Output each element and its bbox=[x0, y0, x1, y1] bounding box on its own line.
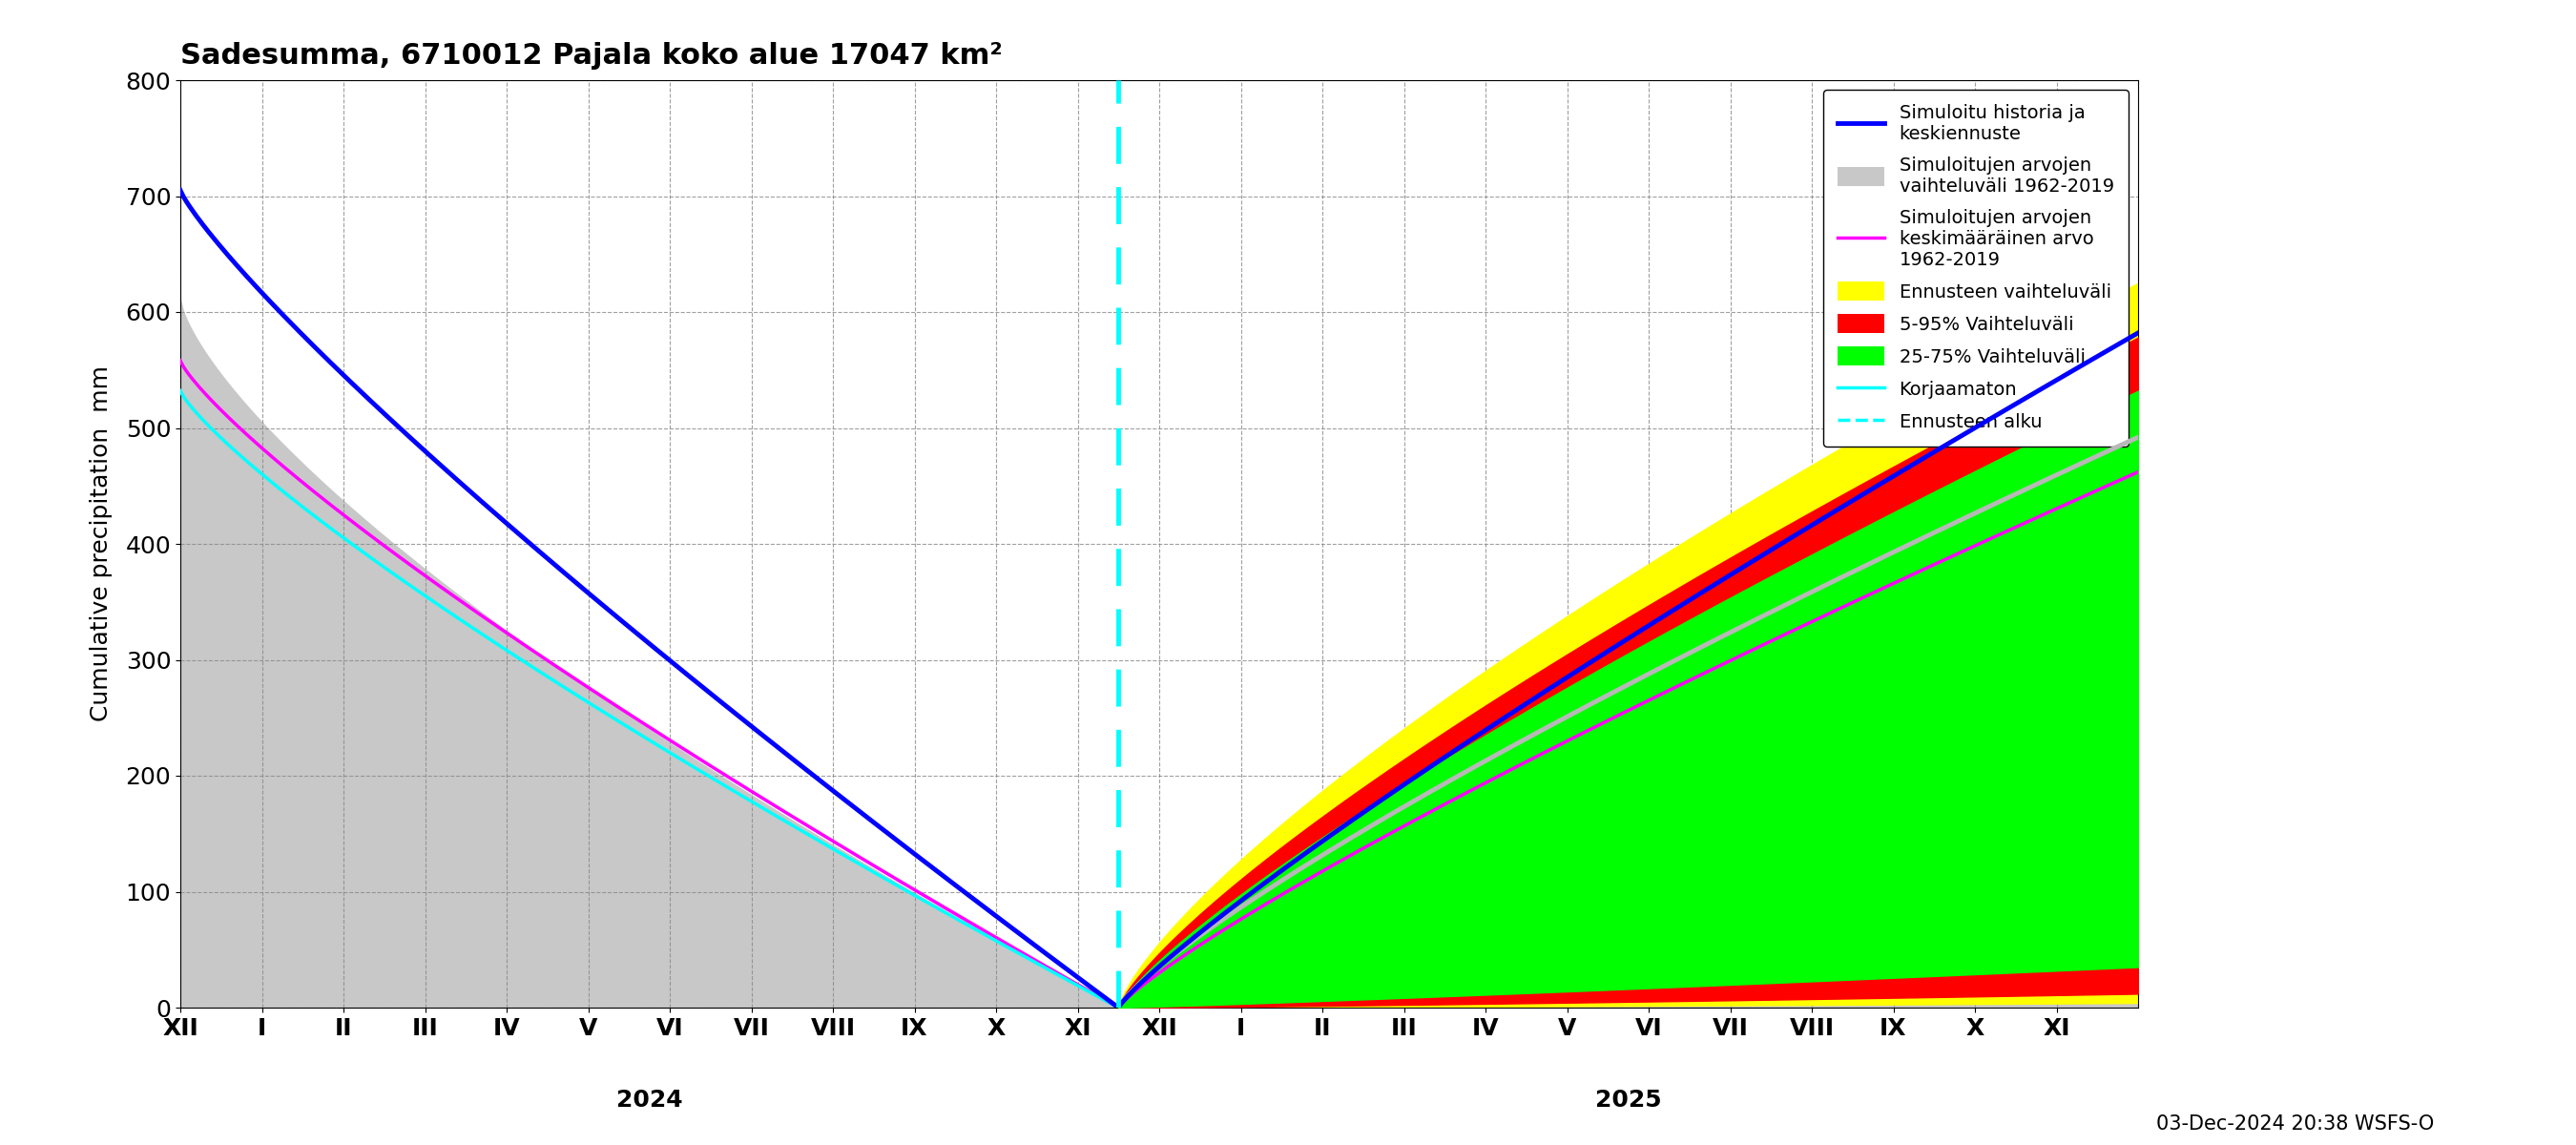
Y-axis label: Cumulative precipitation  mm: Cumulative precipitation mm bbox=[90, 366, 113, 721]
Text: 2025: 2025 bbox=[1595, 1089, 1662, 1112]
Text: Sadesumma, 6710012 Pajala koko alue 17047 km²: Sadesumma, 6710012 Pajala koko alue 1704… bbox=[180, 42, 1002, 70]
Legend: Simuloitu historia ja
keskiennuste, Simuloitujen arvojen
vaihteluväli 1962-2019,: Simuloitu historia ja keskiennuste, Simu… bbox=[1824, 89, 2128, 447]
Text: 03-Dec-2024 20:38 WSFS-O: 03-Dec-2024 20:38 WSFS-O bbox=[2156, 1114, 2434, 1134]
Text: 2024: 2024 bbox=[616, 1089, 683, 1112]
